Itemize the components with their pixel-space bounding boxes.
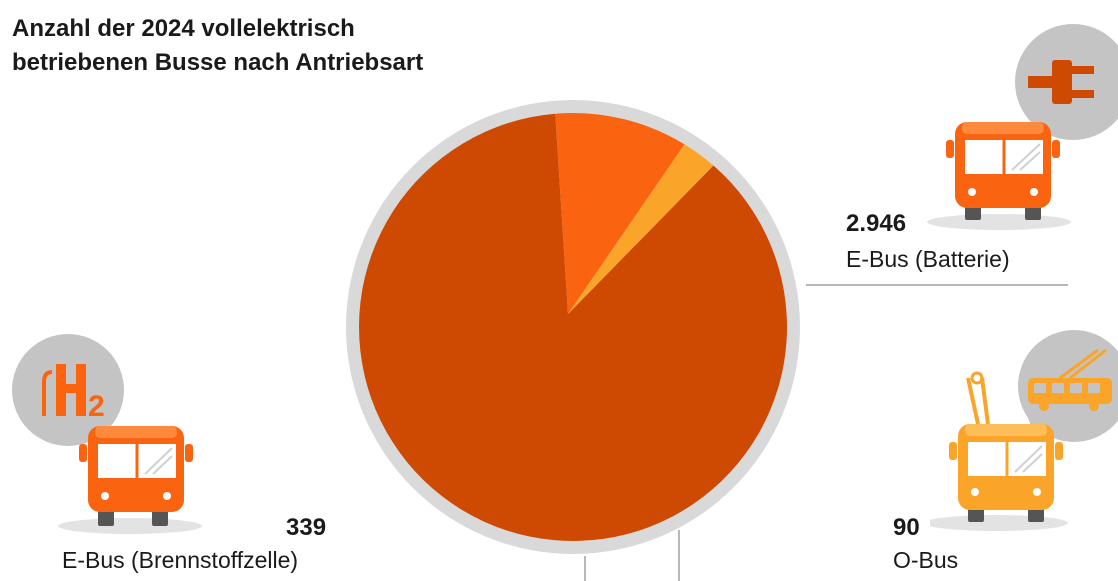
bus-icon (79, 426, 193, 526)
bus-batterie-icon (927, 24, 1118, 230)
chart-title: Anzahl der 2024 vollelektrisch betrieben… (12, 15, 424, 76)
value-obus: 90 (893, 514, 920, 541)
plug-icon (1028, 60, 1094, 104)
svg-text:2: 2 (88, 390, 105, 423)
bus-icon (946, 122, 1060, 220)
label-brennstoff: E-Bus (Brennstoffzelle) (62, 547, 299, 573)
value-brennstoff: 339 (286, 514, 327, 541)
bus-icon (949, 371, 1063, 522)
bus-brennstoff-icon: 2 (12, 334, 202, 534)
pie-slice-batterie (358, 113, 787, 542)
label-batterie: E-Bus (Batterie) (846, 246, 1010, 272)
trolleybus-icon (1028, 348, 1112, 411)
pie-slice-obus (568, 144, 714, 314)
bus-obus-icon (930, 330, 1118, 531)
pie-slice-brennstoff (555, 112, 685, 314)
hydrogen-h2-icon: 2 (42, 364, 105, 423)
label-obus: O-Bus (893, 547, 959, 573)
value-batterie: 2.946 (846, 210, 907, 237)
